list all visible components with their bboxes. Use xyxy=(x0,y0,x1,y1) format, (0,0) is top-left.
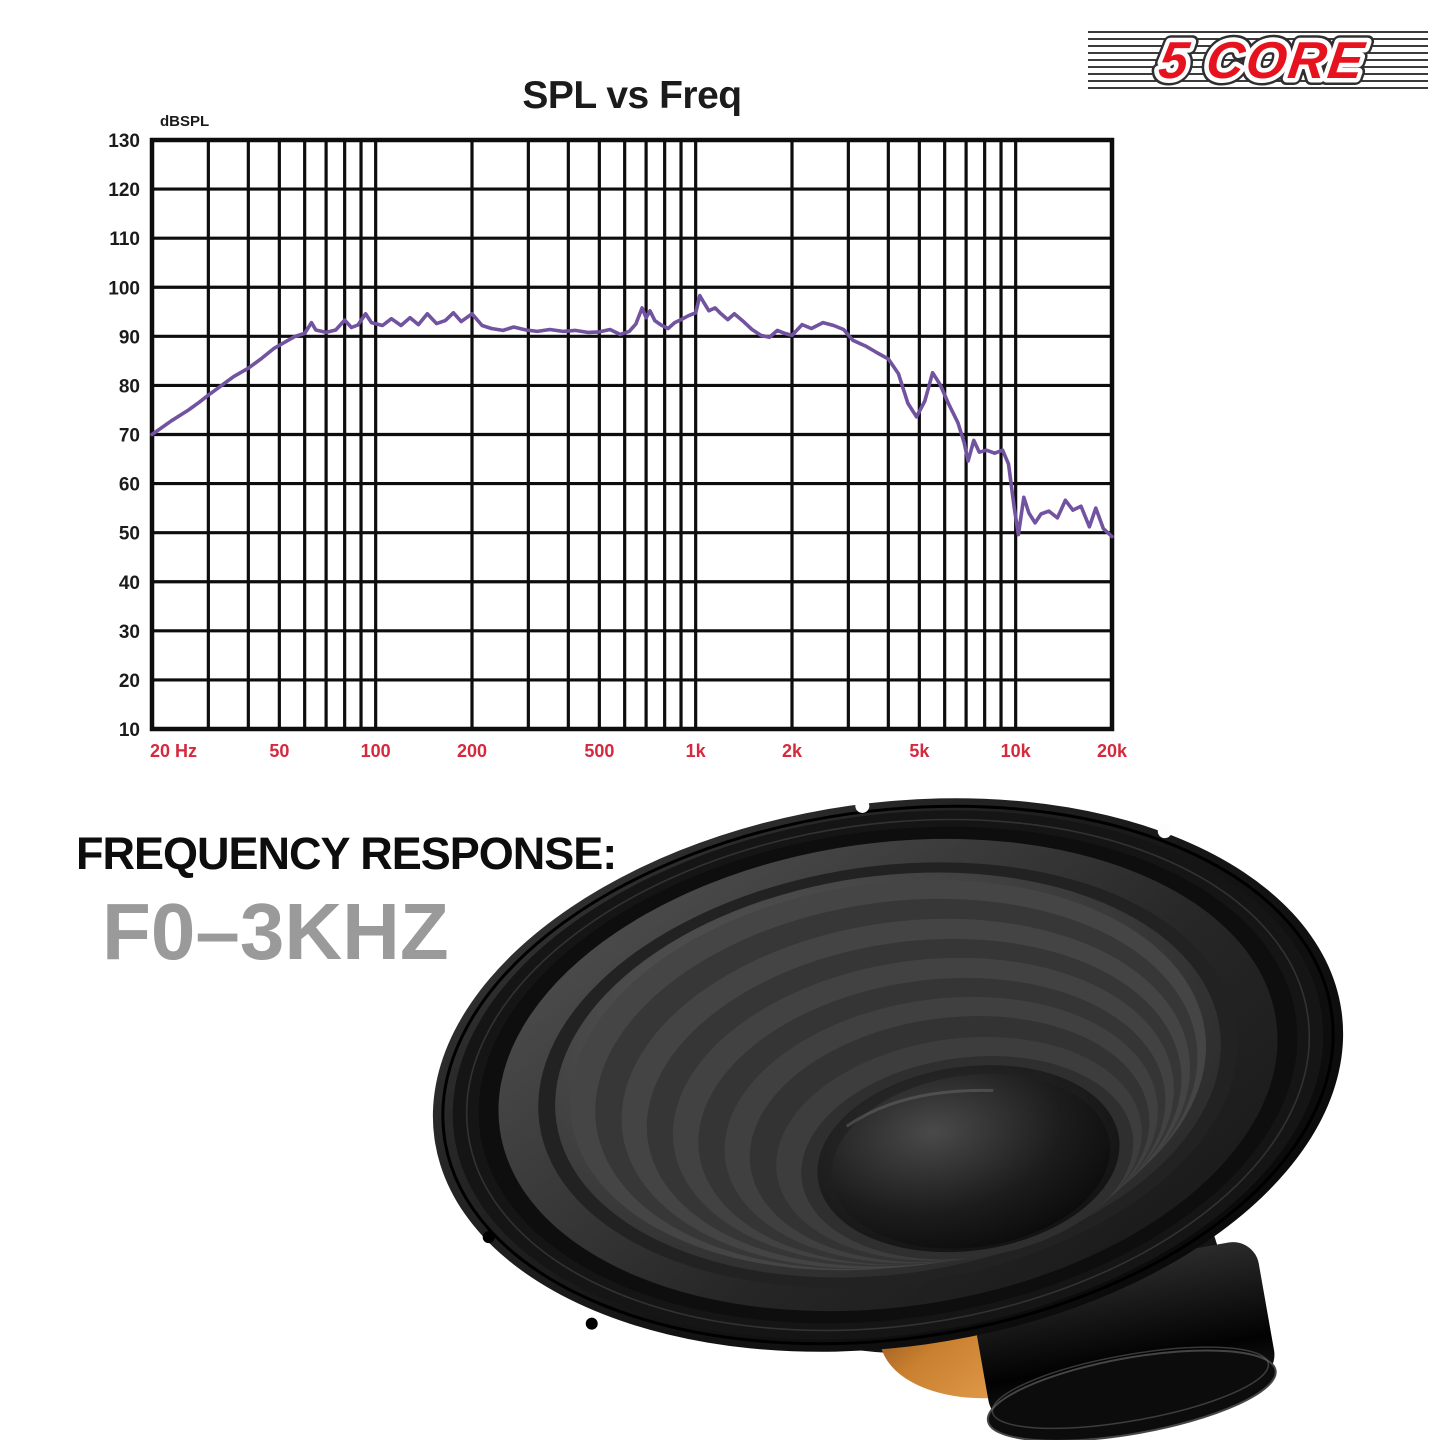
x-tick-label: 2k xyxy=(782,741,803,761)
screw-hole xyxy=(585,1317,598,1330)
woofer-disc xyxy=(432,798,1344,1352)
rim-notch xyxy=(1157,824,1172,839)
gasket-highlight xyxy=(465,818,1311,1332)
frame-edge xyxy=(441,804,1335,1346)
spl-vs-freq-chart: 130 120 110 100 90 80 70 60 50 40 30 20 10 20 Hz 50 100… xyxy=(108,113,1128,761)
logo-staff-lines xyxy=(1088,31,1428,89)
screw-hole xyxy=(482,1231,495,1244)
y-tick-label: 90 xyxy=(119,327,140,348)
x-tick-label: 20 Hz xyxy=(150,741,197,761)
y-tick-label: 50 xyxy=(119,524,140,545)
logo-text-group: 5 CORE 5 CORE 5 CORE xyxy=(1148,25,1376,97)
y-tick-label: 30 xyxy=(119,622,140,643)
magnet-rim-highlight xyxy=(991,1346,1270,1430)
x-tick-label: 10k xyxy=(1001,741,1032,761)
y-tick-label: 100 xyxy=(108,278,140,299)
y-tick-label: 20 xyxy=(119,671,140,692)
x-tick-label: 500 xyxy=(584,741,614,761)
rim-notch xyxy=(855,798,870,813)
y-tick-label: 120 xyxy=(108,180,140,201)
y-tick-label: 80 xyxy=(119,376,140,397)
speaker-woofer-image xyxy=(410,775,1370,1440)
x-tick-label: 1k xyxy=(686,741,707,761)
y-tick-label: 70 xyxy=(119,426,140,447)
x-tick-label: 5k xyxy=(909,741,930,761)
five-core-logo-icon: 5 CORE 5 CORE 5 CORE xyxy=(1087,25,1429,97)
frequency-response-value: F0–3KHZ xyxy=(102,887,449,976)
y-tick-label: 10 xyxy=(119,720,140,741)
y-tick-label: 40 xyxy=(119,573,140,594)
dust-cap xyxy=(831,1073,1110,1249)
frequency-response-caption: FREQUENCY RESPONSE: xyxy=(76,828,617,879)
logo-text: 5 CORE xyxy=(1155,32,1369,90)
x-tick-label: 20k xyxy=(1097,741,1128,761)
x-tick-label: 200 xyxy=(457,741,487,761)
five-core-logo: 5 CORE 5 CORE 5 CORE xyxy=(1086,20,1430,102)
y-axis-title: dBSPL xyxy=(160,113,209,130)
logo-text-halo: 5 CORE xyxy=(1155,32,1369,90)
y-tick-label: 110 xyxy=(109,229,140,250)
woofer-illustration xyxy=(432,798,1344,1440)
dust-cap-highlight xyxy=(845,1088,994,1128)
x-tick-label: 50 xyxy=(269,741,289,761)
chart-title: SPL vs Freq xyxy=(522,74,742,117)
spl-curve xyxy=(150,293,1114,539)
y-tick-label: 60 xyxy=(119,475,140,496)
y-tick-label: 130 xyxy=(108,131,140,152)
magnet-bottom xyxy=(986,1349,1277,1440)
x-tick-label: 100 xyxy=(361,741,391,761)
logo-text-outline: 5 CORE xyxy=(1155,32,1369,90)
